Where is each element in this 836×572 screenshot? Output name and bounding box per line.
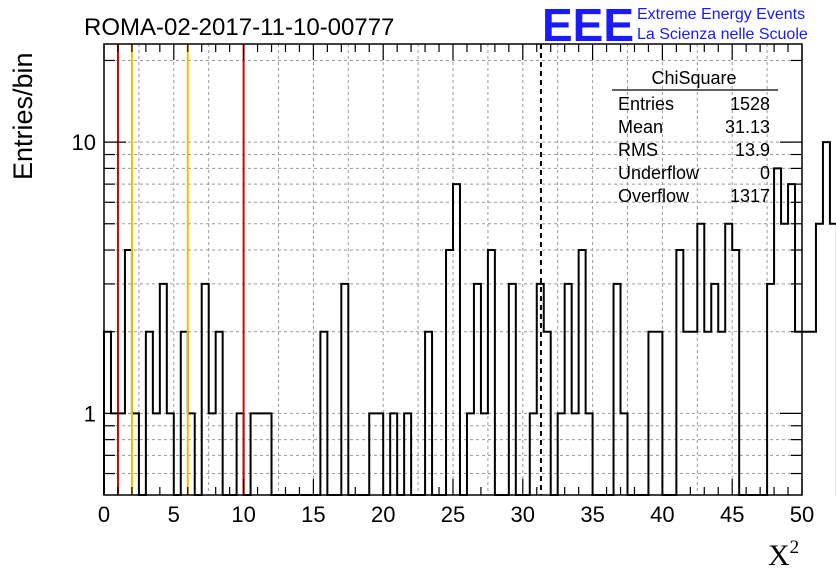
stats-row-value: 31.13 bbox=[725, 117, 770, 137]
x-axis-label-superscript: 2 bbox=[790, 537, 800, 558]
histogram-series bbox=[103, 141, 836, 496]
y-tick-label: 10 bbox=[72, 130, 96, 155]
stats-title: ChiSquare bbox=[651, 68, 736, 88]
y-tick-label: 1 bbox=[84, 401, 96, 426]
x-tick-label: 25 bbox=[441, 502, 465, 527]
stats-row-label: Mean bbox=[618, 117, 663, 137]
x-tick-label: 50 bbox=[790, 502, 814, 527]
x-tick-label: 0 bbox=[98, 502, 110, 527]
axis-ticks: 0 5 10 15 20 25 30 35 40 45 50 1 10 bbox=[72, 44, 814, 527]
logo-line-2: La Scienza nelle Scuole bbox=[637, 26, 808, 43]
eee-logo-mark: EEE bbox=[542, 0, 634, 51]
stats-row-value: 0 bbox=[760, 163, 770, 183]
x-tick-label: 40 bbox=[650, 502, 674, 527]
x-tick-label: 20 bbox=[371, 502, 395, 527]
stats-row-label: Entries bbox=[618, 94, 674, 114]
stats-row-value: 13.9 bbox=[735, 140, 770, 160]
x-tick-label: 15 bbox=[301, 502, 325, 527]
x-axis-label: X2 bbox=[768, 537, 799, 572]
eee-logo: EEE Extreme Energy Events La Scienza nel… bbox=[542, 0, 808, 51]
x-tick-label: 10 bbox=[231, 502, 255, 527]
logo-line-1: Extreme Energy Events bbox=[637, 6, 805, 23]
reference-lines bbox=[116, 44, 542, 495]
x-tick-label: 30 bbox=[511, 502, 535, 527]
x-tick-label: 5 bbox=[168, 502, 180, 527]
x-tick-label: 35 bbox=[580, 502, 604, 527]
stats-row-value: 1317 bbox=[730, 186, 770, 206]
stats-row-label: Overflow bbox=[618, 186, 690, 206]
histogram-outline bbox=[103, 141, 836, 496]
y-axis-label: Entries/bin bbox=[8, 52, 38, 180]
stats-box: ChiSquare Entries 1528 Mean 31.13 RMS 13.9 Und… bbox=[612, 68, 778, 206]
chart-title: ROMA-02-2017-11-10-00777 bbox=[84, 14, 394, 41]
stats-row-label: Underflow bbox=[618, 163, 700, 183]
stats-row-label: RMS bbox=[618, 140, 658, 160]
stats-row-value: 1528 bbox=[730, 94, 770, 114]
x-tick-label: 45 bbox=[720, 502, 744, 527]
